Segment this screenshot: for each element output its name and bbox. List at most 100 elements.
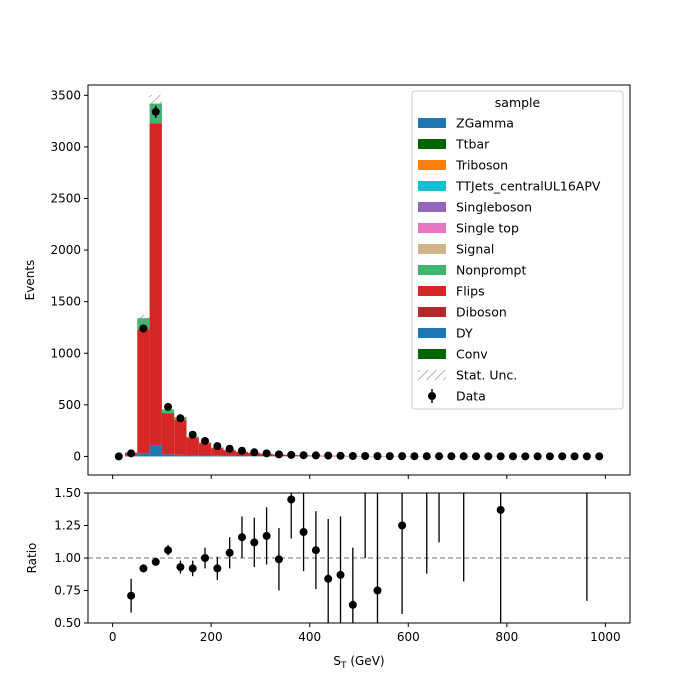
legend-stat-unc--label: Stat. Unc. [456,368,517,383]
data-point-14 [287,450,296,459]
data-point-27 [447,452,456,461]
stat-unc-1 [137,314,150,322]
ratio-point-10 [250,538,259,547]
bar-nonprompt-1 [137,318,150,330]
legend-data-swatch-dot [428,392,436,400]
data-point-26 [435,452,444,461]
ratio-y-tick-label-3: 1.25 [54,519,81,533]
y-tick-label-5: 2500 [50,191,81,205]
data-point-18 [336,451,345,460]
data-point-11 [250,448,259,457]
ratio-point-9 [237,533,246,542]
data-point-17 [324,451,333,460]
bar-dy-8 [223,455,236,457]
ratio-y-tick-label-0: 0.50 [54,616,81,630]
bar-dy-3 [161,454,175,457]
ratio-point-6 [201,554,210,562]
ratio-point-20 [373,586,382,595]
ratio-point-13 [287,495,296,504]
legend-dy-swatch [418,328,446,338]
bar-dy-7 [211,455,224,457]
ratio-point-4 [176,563,185,572]
legend-ttbar-label: Ttbar [455,137,490,152]
bar-nonprompt-3 [161,409,175,414]
ratio-point-2 [151,557,160,566]
data-point-24 [410,452,419,461]
ratio-point-16 [324,574,333,583]
data-point-32 [508,452,517,461]
data-point-23 [398,452,407,461]
data-point-38 [582,452,591,461]
data-point-37 [570,452,579,461]
bar-dy-5 [186,455,199,457]
legend-data-label: Data [456,389,486,404]
bar-flips-8 [223,450,236,456]
x-axis-label: ST (GeV) [333,654,384,671]
ratio-point-15 [311,546,320,555]
x-tick-label-2: 400 [298,630,321,644]
y-tick-label-6: 3000 [50,140,81,154]
legend-triboson-label: Triboson [455,158,508,173]
bar-flips-3 [161,413,175,455]
legend-conv-swatch [418,349,446,359]
legend-single-top-label: Single top [456,221,519,236]
data-point-28 [459,452,468,461]
legend: sample ZGamma Ttbar Triboson TTJets_centralU… [411,90,624,410]
y-tick-label-1: 500 [58,398,81,412]
ratio-point-22 [423,476,431,484]
legend-signal-swatch [418,244,446,254]
legend-signal-label: Signal [456,242,494,257]
data-point-21 [373,452,382,461]
top-frame [87,84,631,476]
y-tick-label-0: 0 [73,449,81,463]
data-point-33 [521,452,530,461]
legend-stat-unc--swatch [418,370,446,380]
ratio-point-17 [336,570,345,579]
data-point-16 [311,451,320,460]
ratio-y-tick-label-4: 1.50 [54,486,81,500]
data-point-31 [496,452,505,461]
ratio-point-18 [348,600,357,609]
data-point-22 [385,452,394,461]
bar-flips-6 [198,443,212,456]
top-plot-area [114,94,604,461]
ratio-y-tick-label-2: 1.00 [54,551,81,565]
legend-dy-label: DY [456,326,473,341]
data-point-9 [225,444,234,453]
ratio-point-25 [496,505,505,514]
legend-zgamma-swatch [418,118,446,128]
ratio-point-7 [213,564,222,573]
data-point-1 [127,449,136,458]
ratio-panel: 0.50 0.75 1.00 1.25 1.50 0 200 400 600 800 1000 Rat… [25,476,631,671]
data-point-34 [533,452,542,461]
ratio-point-21 [398,521,407,530]
legend-single-top-swatch [418,223,446,233]
ratio-point-5 [188,564,197,573]
y-tick-label-4: 2000 [50,243,81,257]
bar-flips-5 [186,437,199,456]
data-point-15 [299,451,308,460]
ratio-point-0 [127,591,136,600]
y-tick-label-2: 1000 [50,346,81,360]
legend-nonprompt-swatch [418,265,446,275]
data-point-20 [361,452,370,461]
ratio-point-12 [274,555,283,564]
data-point-13 [274,450,283,459]
data-point-30 [484,452,493,461]
ratio-y-tick-label-1: 0.75 [54,584,81,598]
data-point-19 [348,452,357,461]
x-tick-label-3: 600 [397,630,420,644]
data-point-12 [262,449,271,458]
legend-diboson-swatch [418,307,446,317]
bar-flips-7 [211,448,224,456]
x-tick-label-5: 1000 [590,630,621,644]
legend-triboson-swatch [418,160,446,170]
data-point-6 [188,430,197,439]
bar-dy-1 [137,453,150,457]
data-point-25 [422,452,431,461]
bar-flips-1 [137,329,150,454]
data-point-0 [114,452,123,461]
bar-dy-2 [149,445,162,457]
data-point-29 [472,452,481,461]
